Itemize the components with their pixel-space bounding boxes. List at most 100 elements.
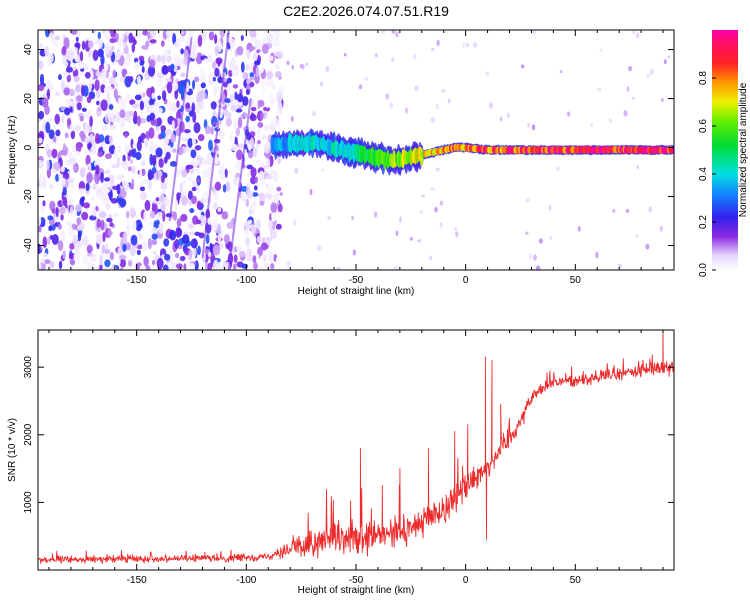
noise-blob [147,216,152,221]
noise-blob [189,208,195,214]
noise-blob [136,249,141,256]
noise-speckle [635,234,639,238]
noise-blob [70,46,78,53]
noise-blob [104,31,111,39]
noise-speckle [435,167,440,172]
noise-blob [96,192,102,199]
noise-speckle [352,249,356,256]
noise-blob [135,219,143,232]
noise-blob [207,262,213,270]
noise-blob [154,144,158,149]
noise-blob [95,205,99,212]
noise-blob [260,112,264,121]
noise-blob [92,183,97,191]
noise-speckle [609,118,612,123]
noise-blob [190,41,198,50]
noise-blob [81,107,87,112]
noise-blob [66,220,72,227]
noise-blob [175,226,182,238]
noise-blob [73,165,78,172]
noise-blob [121,32,125,41]
noise-blob [54,35,61,41]
noise-blob [260,134,267,141]
noise-blob [194,260,199,270]
noise-blob [181,169,188,178]
noise-speckle [441,88,446,94]
noise-blob [149,210,156,219]
noise-blob [164,253,171,261]
noise-blob [62,187,67,196]
noise-blob [104,248,111,255]
noise-blob [117,97,123,106]
noise-blob [76,102,82,111]
noise-blob [188,262,196,270]
noise-blob [46,149,53,158]
noise-blob [196,91,204,103]
noise-blob [133,110,138,121]
noise-blob [181,195,188,206]
noise-blob [144,140,149,148]
noise-blob [266,70,274,80]
noise-blob [211,61,217,70]
noise-blob [151,154,158,164]
spectrogram-ytick-label: 0 [23,144,34,150]
noise-blob [143,256,149,267]
noise-blob [161,90,167,101]
noise-blob [114,112,121,123]
noise-blob [126,210,130,219]
noise-blob [142,30,149,36]
noise-blob [115,50,121,61]
noise-speckle [625,208,630,213]
noise-blob [213,202,218,210]
noise-blob [75,36,79,42]
noise-blob [142,178,150,184]
noise-blob [226,77,232,84]
noise-blob [277,101,283,112]
noise-blob [275,256,281,266]
noise-blob [139,264,146,270]
noise-blob [180,137,187,142]
noise-blob [179,182,183,193]
noise-blob [164,50,170,57]
noise-blob [57,223,62,230]
noise-blob [140,191,147,201]
noise-blob [246,171,251,176]
noise-speckle [286,60,290,66]
noise-blob [246,78,251,85]
noise-speckle [532,254,537,261]
noise-blob [229,38,236,49]
snr-ytick-label: 3000 [23,356,34,379]
noise-speckle [526,122,531,128]
noise-blob [249,72,255,78]
noise-blob [149,112,156,121]
noise-blob [128,75,134,83]
noise-blob [128,32,134,44]
snr-xtick-label: -50 [349,575,364,586]
noise-blob [269,252,274,261]
noise-blob [55,129,61,137]
noise-blob [51,168,57,173]
noise-blob [194,145,202,151]
noise-blob [245,64,250,72]
noise-blob [156,157,160,164]
noise-blob [249,113,257,122]
noise-blob [63,87,71,96]
noise-blob [134,94,142,101]
noise-blob [190,149,197,159]
noise-speckle [405,107,409,114]
noise-blob [180,72,186,78]
noise-blob [175,263,183,269]
noise-blob [86,244,93,254]
noise-blob [234,30,241,33]
noise-blob [245,236,250,247]
noise-speckle [628,66,633,72]
noise-blob [139,117,147,124]
noise-blob [140,160,146,167]
noise-blob [102,144,107,152]
noise-blob [258,170,265,183]
noise-blob [107,228,112,237]
noise-blob [58,260,63,270]
noise-blob [192,137,197,146]
noise-speckle [429,255,432,261]
noise-blob [212,244,221,256]
